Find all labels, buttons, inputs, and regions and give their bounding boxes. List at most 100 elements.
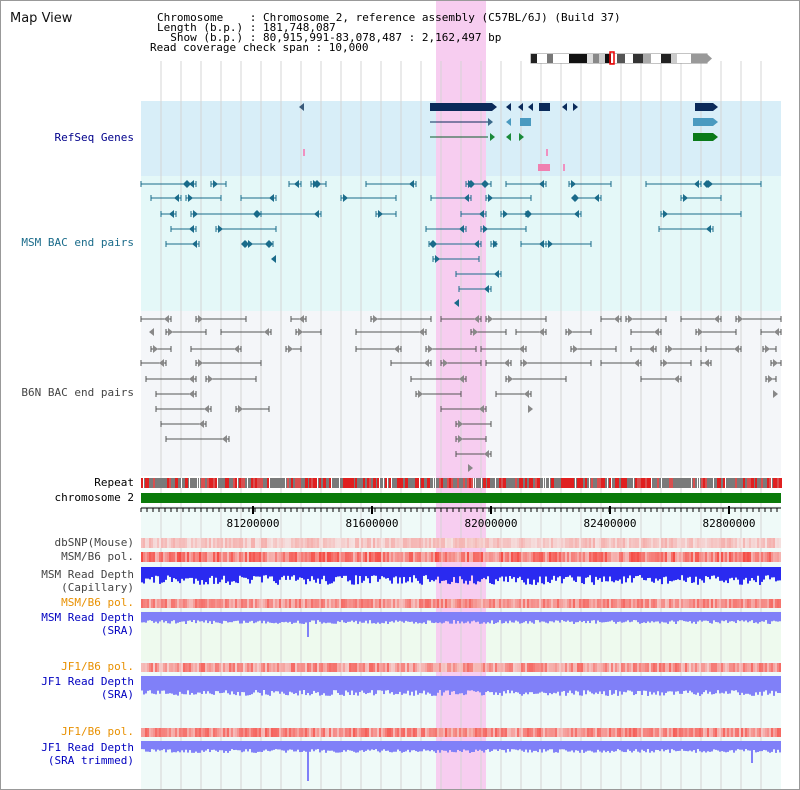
jf1-b6-pol-strip [195,663,197,672]
msm-b6-pol-strip-2 [243,599,245,608]
jf1-b6-pol-strip [433,663,435,672]
dbsnp-strip [589,538,591,548]
jf1-b6-pol-strip-2 [375,728,377,737]
track-label-msm-b6-pol[interactable]: MSM/B6 pol. [61,550,134,563]
jf1-b6-pol-strip [723,663,725,672]
msm-b6-pol-strip [183,552,185,562]
jf1-sra-depth-bar [587,676,589,691]
msm-b6-pol-strip [151,552,153,562]
msm-b6-pol-strip-2 [669,599,671,608]
jf1-b6-pol-strip-2 [159,728,161,737]
track-label-msm-depth-sra-sub: (SRA) [100,624,134,637]
msm-b6-pol-strip [593,552,595,562]
msm-b6-pol-strip [467,552,469,562]
dbsnp-strip [667,538,669,548]
ideogram-band [593,54,599,63]
track-label-repeat[interactable]: Repeat [94,476,134,489]
msm-sra-depth-bar [579,612,581,621]
msm-b6-pol-strip-2 [385,599,387,608]
jf1-b6-pol-strip-2 [745,728,747,737]
track-label-dbsnp[interactable]: dbSNP(Mouse) [54,536,134,549]
track-label-msm-depth-sra[interactable]: MSM Read Depth [41,611,134,624]
msm-b6-pol-strip [455,552,457,562]
msm-capillary-depth-bar [353,567,355,585]
jf1-b6-pol-strip [707,663,709,672]
jf1-sra-depth-bar [423,676,425,691]
dbsnp-strip [455,538,457,548]
msm-b6-pol-strip-2 [277,599,279,608]
jf1-b6-pol-strip [521,663,523,672]
msm-capillary-depth-bar [601,567,603,582]
msm-b6-pol-strip-2 [673,599,675,608]
dbsnp-strip [307,538,309,548]
jf1-b6-pol-strip [425,663,427,672]
jf1-trimmed-depth-bar [587,741,589,751]
track-label-msm-depth-capillary[interactable]: MSM Read Depth [41,568,134,581]
jf1-sra-depth-bar [405,676,407,694]
msm-b6-pol-strip [171,552,173,562]
jf1-trimmed-depth-bar [411,741,413,751]
ideogram-band [587,54,593,63]
track-label-msm-bac[interactable]: MSM BAC end pairs [21,236,134,249]
msm-sra-depth-bar [457,612,459,622]
dbsnp-strip [253,538,255,548]
jf1-b6-pol-strip-2 [521,728,523,737]
jf1-trimmed-depth-bar [633,741,635,751]
jf1-sra-depth-bar [457,676,459,695]
jf1-sra-depth-bar [251,676,253,695]
jf1-sra-depth-bar [513,676,515,694]
track-label-refseq[interactable]: RefSeq Genes [54,131,134,144]
msm-b6-pol-strip [635,552,637,562]
axis-tick-label: 82400000 [584,517,637,530]
track-label-jf1-b6-pol-2[interactable]: JF1/B6 pol. [61,725,134,738]
track-label-msm-b6-pol-2[interactable]: MSM/B6 pol. [61,596,134,609]
msm-b6-pol-strip [581,552,583,562]
msm-b6-pol-strip-2 [645,599,647,608]
track-label-jf1-b6-pol[interactable]: JF1/B6 pol. [61,660,134,673]
msm-b6-pol-strip [505,552,507,562]
track-label-jf1-depth-trimmed[interactable]: JF1 Read Depth [41,741,134,754]
jf1-b6-pol-strip-2 [167,728,169,737]
jf1-trimmed-depth-bar [763,741,765,750]
jf1-b6-pol-strip [443,663,445,672]
msm-sra-depth-bar [375,612,377,624]
msm-b6-pol-strip-2 [303,599,305,608]
jf1-trimmed-depth-bar [679,741,681,751]
msm-b6-pol-strip-2 [461,599,463,608]
jf1-sra-depth-bar [439,676,441,691]
dbsnp-strip [415,538,417,548]
msm-b6-pol-strip [237,552,239,562]
gene-arrow [573,103,578,111]
msm-b6-pol-strip [387,552,389,562]
track-label-b6n-bac[interactable]: B6N BAC end pairs [21,386,134,399]
msm-b6-pol-strip-2 [423,599,425,608]
jf1-b6-pol-strip [463,663,465,672]
msm-sra-depth-bar [271,612,273,623]
dbsnp-strip [579,538,581,548]
gene-arrow [506,118,511,126]
msm-sra-depth-bar [387,612,389,624]
msm-capillary-depth-bar [419,567,421,584]
b6n-bac-end [654,328,659,336]
jf1-b6-pol-strip-2 [251,728,253,737]
jf1-b6-pol-strip-2 [177,728,179,737]
jf1-b6-pol-strip-2 [449,728,451,737]
msm-bac-end [493,240,498,248]
jf1-trimmed-depth-bar [493,741,495,750]
msm-capillary-depth-bar [713,567,715,576]
track-label-chromosome[interactable]: chromosome 2 [54,491,134,504]
repeat-gap [475,478,476,488]
dbsnp-strip [459,538,461,548]
jf1-b6-pol-strip-2 [467,728,469,737]
jf1-trimmed-depth-bar [653,741,655,753]
msm-capillary-depth-bar [667,567,669,584]
msm-b6-pol-strip-2 [197,599,199,608]
msm-capillary-depth-bar [403,567,405,578]
msm-b6-pol-strip-2 [617,599,619,608]
jf1-trimmed-depth-bar [703,741,705,752]
msm-b6-pol-strip [699,552,701,562]
b6n-bac-end [459,375,464,383]
dbsnp-strip [343,538,345,548]
repeat-element [175,478,178,488]
track-label-jf1-depth-sra[interactable]: JF1 Read Depth [41,675,134,688]
